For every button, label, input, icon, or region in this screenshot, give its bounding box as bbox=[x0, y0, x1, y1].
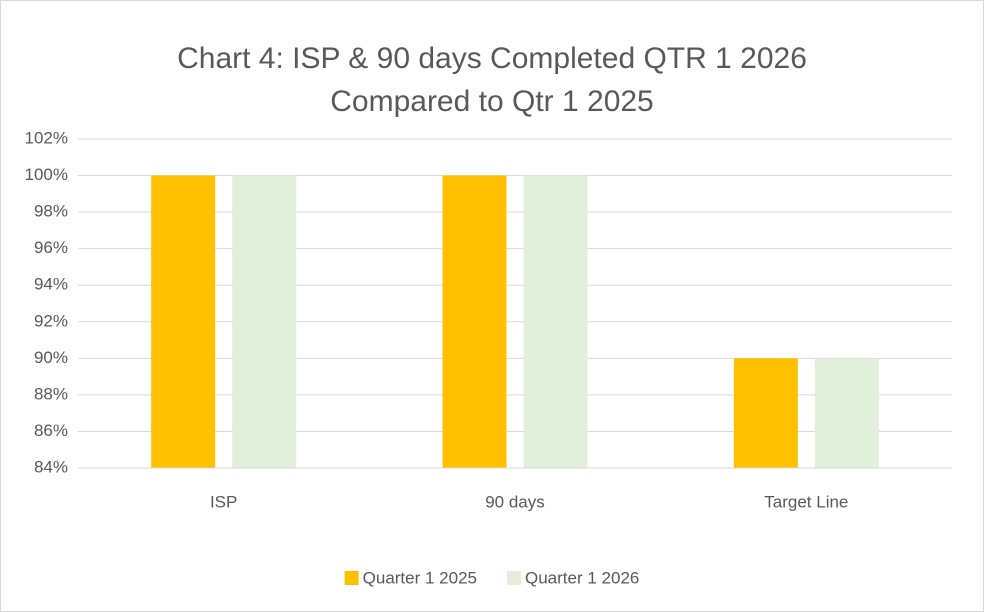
legend-swatch bbox=[507, 571, 521, 585]
y-tick-label: 90% bbox=[34, 348, 68, 367]
y-tick-label: 102% bbox=[25, 128, 68, 147]
y-tick-label: 84% bbox=[34, 457, 68, 476]
y-tick-label: 86% bbox=[34, 421, 68, 440]
x-tick-label: ISP bbox=[210, 492, 237, 511]
bar bbox=[523, 175, 588, 469]
y-tick-label: 94% bbox=[34, 275, 68, 294]
x-tick-label: 90 days bbox=[485, 492, 545, 511]
bar bbox=[442, 175, 507, 469]
bar bbox=[232, 175, 297, 469]
y-tick-label: 98% bbox=[34, 202, 68, 221]
x-tick-label: Target Line bbox=[764, 492, 848, 511]
legend-label: Quarter 1 2026 bbox=[525, 568, 639, 587]
y-tick-label: 100% bbox=[25, 165, 68, 184]
chart-title: Chart 4: ISP & 90 days Completed QTR 1 2… bbox=[177, 42, 807, 75]
chart-title: Compared to Qtr 1 2025 bbox=[330, 85, 654, 118]
bar bbox=[814, 358, 879, 468]
y-tick-label: 88% bbox=[34, 384, 68, 403]
legend-swatch bbox=[344, 571, 359, 585]
bar bbox=[151, 175, 216, 469]
y-tick-label: 92% bbox=[34, 311, 68, 330]
legend-label: Quarter 1 2025 bbox=[363, 568, 477, 587]
bar bbox=[733, 358, 798, 468]
y-tick-label: 96% bbox=[34, 238, 68, 257]
